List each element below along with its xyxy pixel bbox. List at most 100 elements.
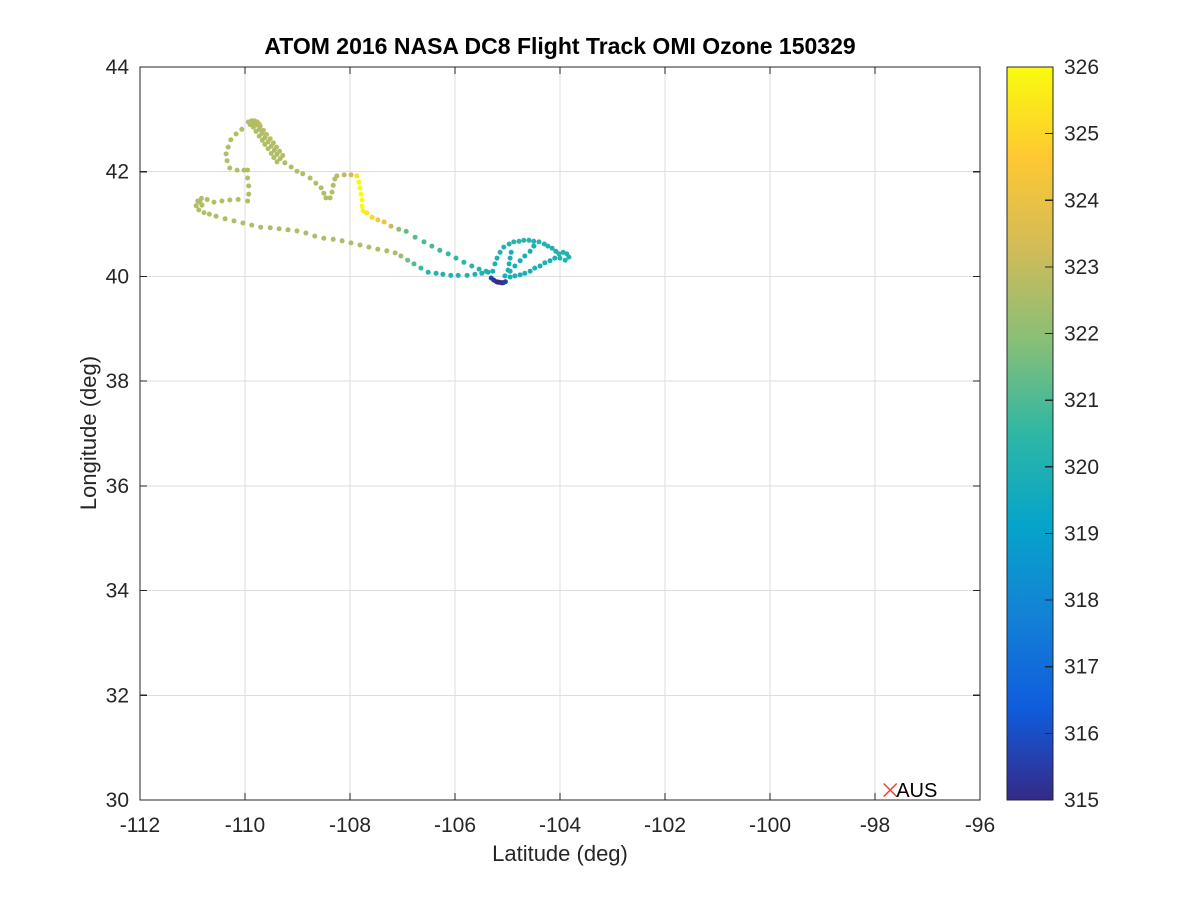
chart-title: ATOM 2016 NASA DC8 Flight Track OMI Ozon… — [264, 33, 856, 59]
track-point — [234, 167, 240, 173]
track-point — [274, 144, 279, 150]
x-tick-label: -108 — [329, 814, 371, 837]
track-point — [241, 167, 247, 173]
x-tick-label: -102 — [644, 814, 686, 837]
track-point — [453, 255, 459, 261]
track-point — [271, 155, 277, 161]
x-tick-label: -112 — [120, 814, 160, 837]
track-point — [388, 223, 394, 229]
track-point — [433, 270, 439, 276]
track-point — [246, 191, 252, 197]
track-point — [506, 241, 512, 247]
colorbar-tick-label: 324 — [1064, 189, 1099, 212]
track-point — [201, 210, 207, 216]
track-point — [517, 272, 523, 278]
track-point — [512, 273, 518, 279]
track-point — [381, 219, 387, 225]
track-point — [204, 197, 210, 202]
track-point — [257, 123, 263, 129]
track-point — [505, 267, 511, 273]
colorbar-tick-label: 315 — [1064, 789, 1099, 812]
y-tick-label: 38 — [106, 370, 129, 393]
aus-label: AUS — [896, 780, 937, 802]
track-point — [348, 172, 354, 178]
colorbar-tick-label: 322 — [1064, 323, 1099, 346]
colorbar-tick-label: 326 — [1064, 56, 1099, 79]
y-tick-label: 32 — [106, 684, 129, 707]
track-point — [224, 158, 230, 164]
track-point — [235, 197, 241, 202]
track-point — [522, 253, 528, 259]
y-tick-label: 30 — [106, 789, 129, 812]
track-point — [360, 208, 366, 214]
track-point — [472, 271, 478, 277]
track-point — [270, 140, 276, 146]
track-point — [249, 222, 255, 228]
x-tick-label: -110 — [225, 814, 265, 837]
x-axis-label: Latitude (deg) — [492, 841, 628, 866]
track-point — [330, 236, 336, 242]
track-point — [375, 217, 381, 223]
track-point — [348, 240, 354, 246]
track-point — [527, 268, 533, 274]
track-point — [211, 199, 217, 205]
track-point — [429, 243, 435, 249]
track-point — [239, 126, 245, 132]
track-point — [479, 270, 485, 276]
track-point — [507, 255, 513, 261]
track-point — [277, 148, 283, 154]
track-point — [219, 198, 225, 204]
track-point — [276, 226, 282, 232]
y-tick-label: 36 — [106, 475, 129, 498]
track-point — [223, 151, 229, 157]
track-point — [359, 203, 365, 209]
track-point — [502, 273, 508, 279]
track-point — [327, 195, 333, 201]
track-point — [245, 175, 251, 181]
track-point — [497, 249, 503, 255]
track-point — [527, 248, 533, 254]
track-point — [323, 195, 329, 201]
track-point — [245, 198, 251, 204]
track-point — [549, 245, 555, 251]
track-point — [490, 268, 496, 274]
track-point — [483, 268, 489, 274]
track-point — [334, 173, 340, 179]
y-tick-label: 44 — [106, 56, 130, 79]
colorbar — [1007, 67, 1053, 800]
track-point — [476, 266, 482, 272]
track-point — [357, 242, 363, 248]
track-point — [356, 179, 362, 185]
track-point — [516, 238, 522, 244]
track-point — [312, 233, 318, 239]
track-point — [321, 235, 327, 241]
track-point — [511, 239, 517, 245]
track-point — [464, 272, 470, 278]
track-point — [536, 239, 542, 245]
track-point — [526, 237, 532, 243]
x-tick-label: -106 — [434, 814, 476, 837]
track-point — [495, 279, 501, 285]
track-point — [231, 218, 237, 224]
track-point — [405, 257, 411, 263]
track-point — [359, 197, 365, 203]
track-point — [455, 272, 461, 278]
colorbar-tick-label: 317 — [1064, 656, 1099, 679]
track-point — [508, 249, 514, 255]
track-point — [545, 243, 551, 249]
track-point — [339, 238, 345, 244]
track-point — [398, 253, 404, 259]
colorbar-border — [1006, 66, 1054, 801]
x-tick-label: -98 — [860, 814, 890, 837]
track-point — [258, 224, 264, 230]
x-tick-label: -104 — [539, 814, 581, 837]
track-point — [300, 171, 306, 177]
track-point — [501, 244, 507, 250]
track-point — [294, 168, 300, 174]
track-point — [542, 260, 548, 266]
track-point — [448, 272, 454, 278]
track-point — [557, 255, 563, 261]
colorbar-tick-label: 323 — [1064, 256, 1099, 279]
track-point — [282, 160, 288, 166]
